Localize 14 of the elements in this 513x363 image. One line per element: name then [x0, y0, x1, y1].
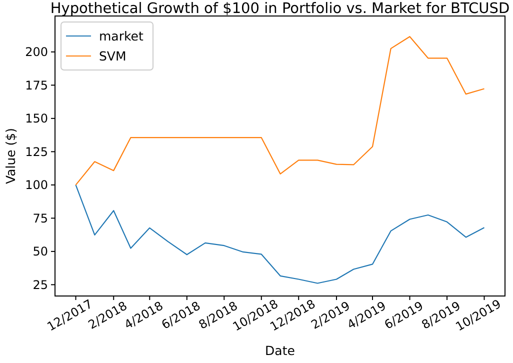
- y-tick-label: 175: [25, 78, 48, 92]
- y-tick-label: 50: [32, 244, 48, 259]
- y-tick-label: 200: [25, 45, 48, 60]
- y-tick-label: 150: [25, 112, 48, 126]
- y-axis-title: Value ($): [3, 128, 18, 184]
- x-axis-title: Date: [265, 343, 296, 358]
- line-series: [75, 184, 485, 284]
- y-tick-label: 100: [25, 178, 48, 192]
- legend-label: SVM: [99, 48, 126, 64]
- chart-title: Hypothetical Growth of $100 in Portfolio vs. Market for BTCUSD: [50, 1, 510, 17]
- y-tick-label: 125: [25, 144, 48, 159]
- legend-label: market: [99, 28, 144, 44]
- y-tick-label: 75: [32, 211, 48, 226]
- y-tick-label: 25: [32, 278, 48, 292]
